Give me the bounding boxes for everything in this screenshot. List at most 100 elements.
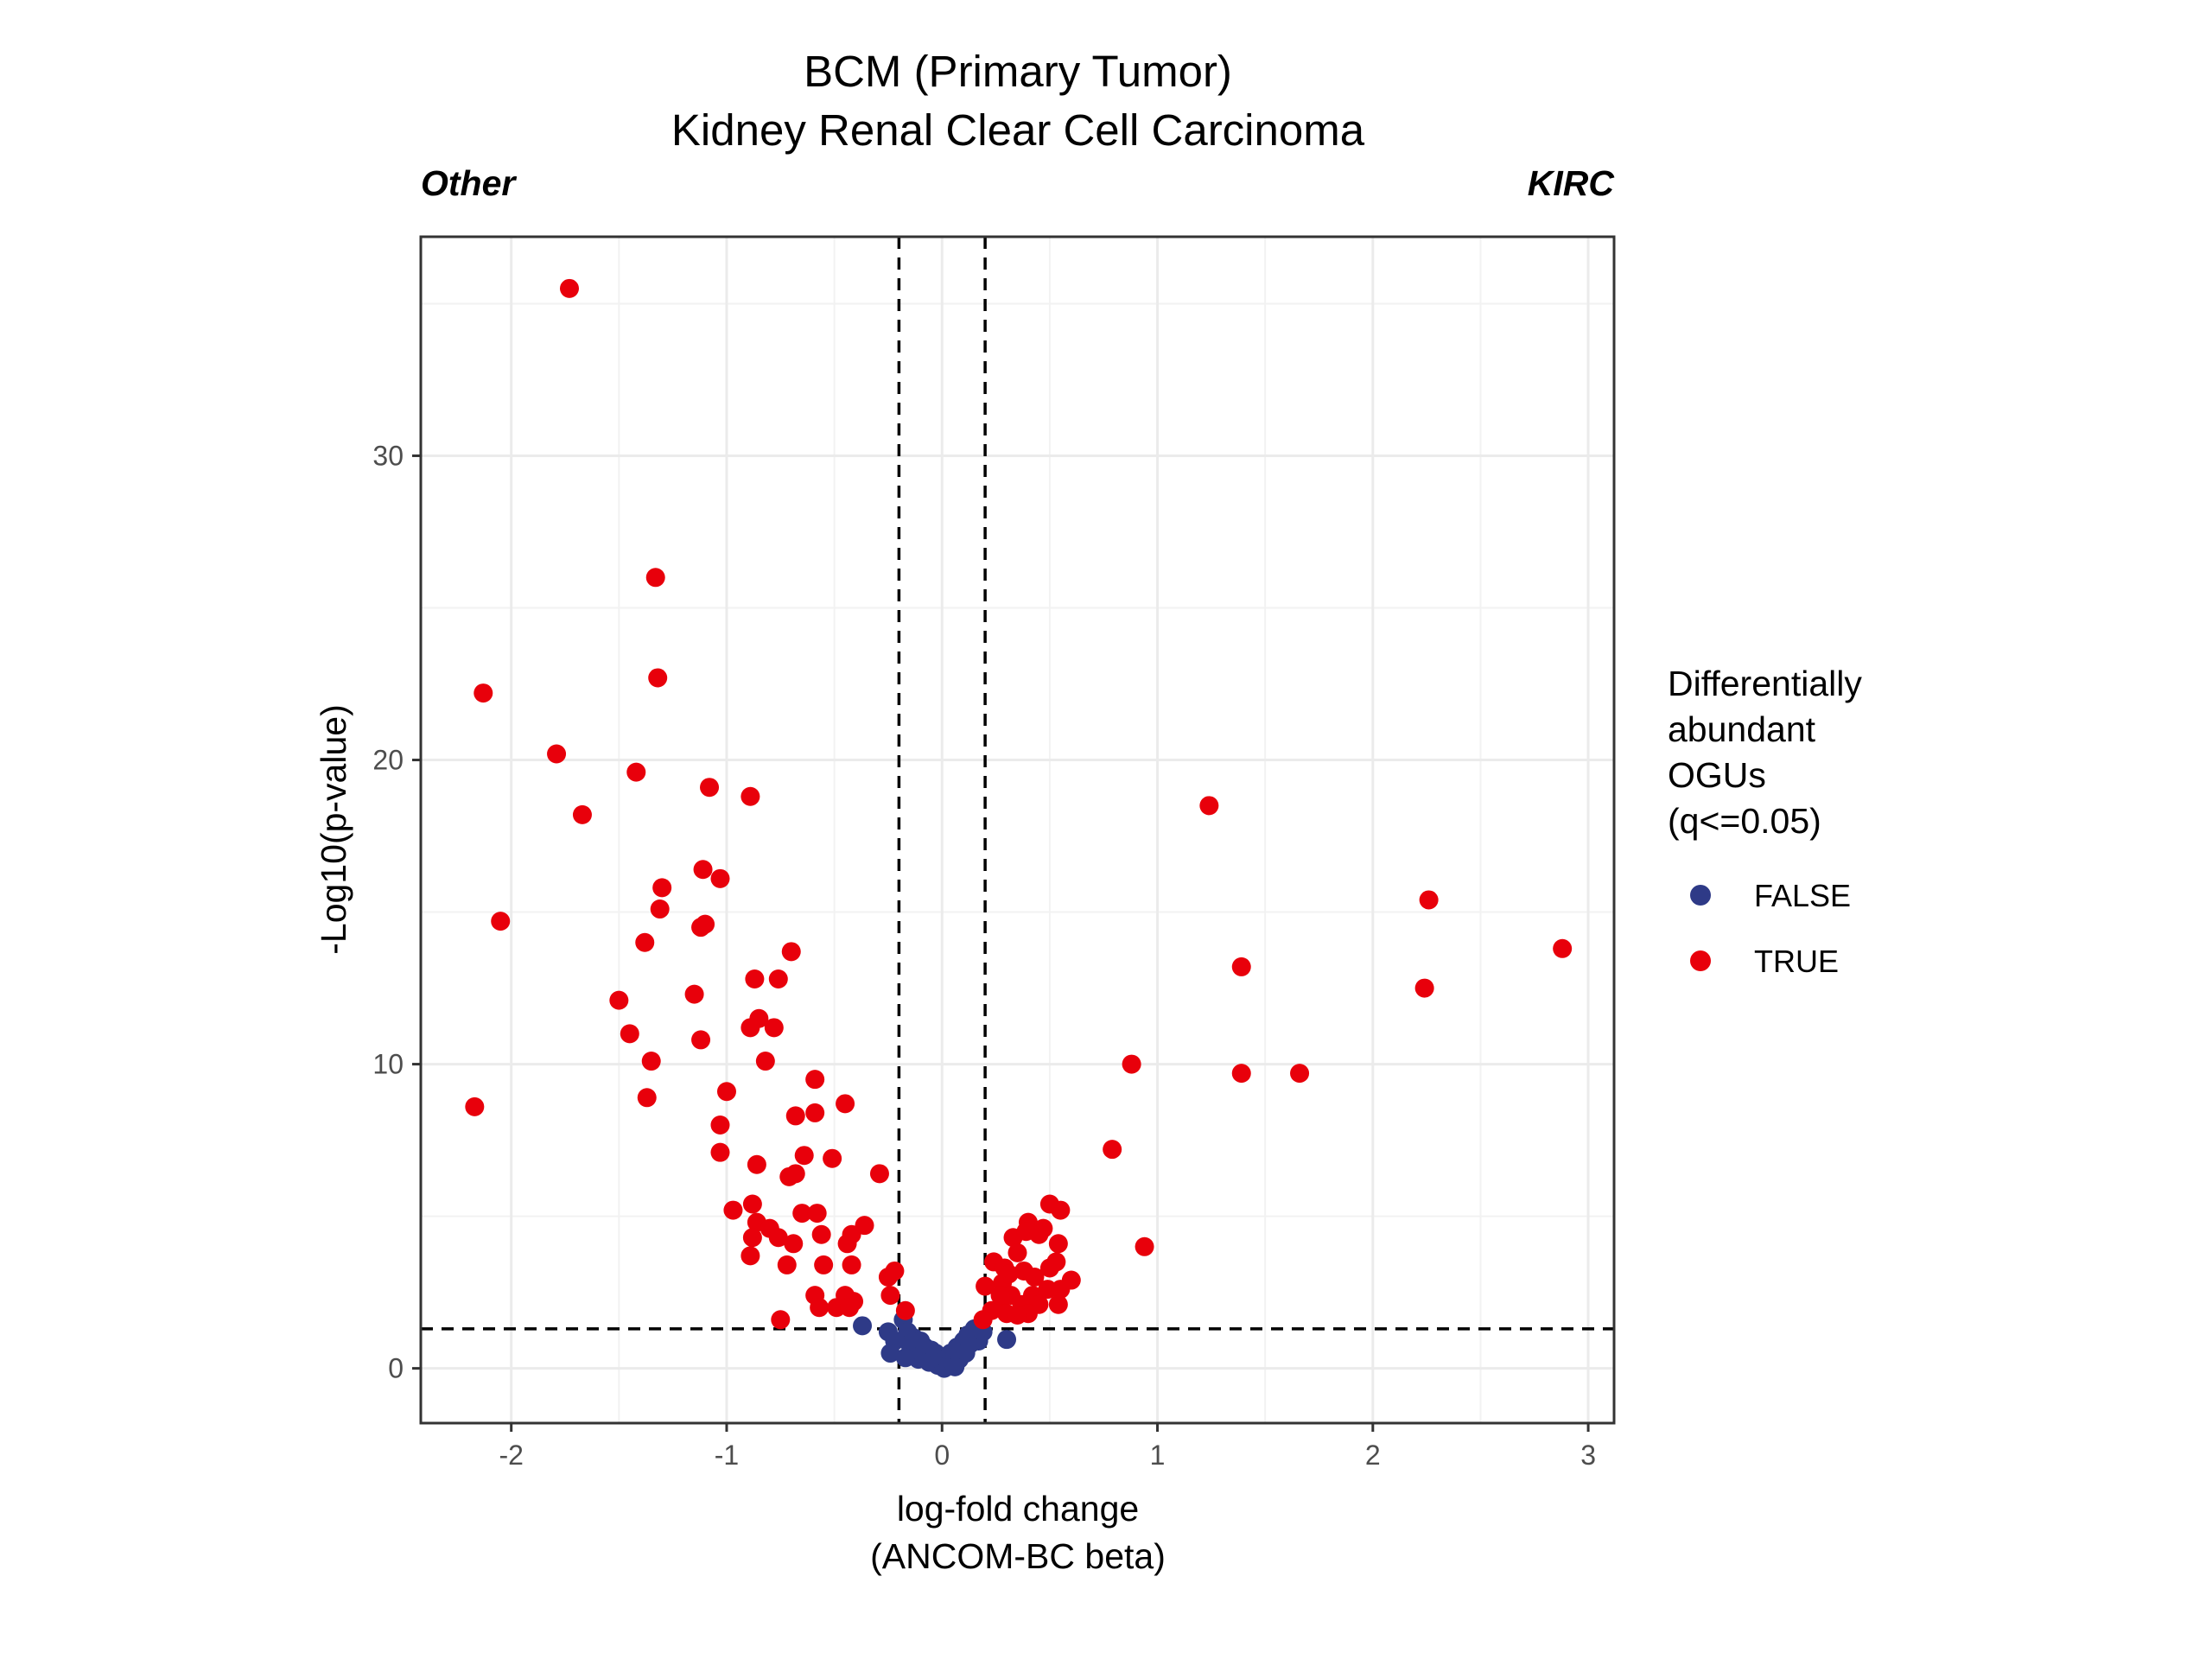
data-point-true bbox=[1007, 1306, 1027, 1325]
legend-label-true: TRUE bbox=[1754, 944, 1839, 979]
data-point-true bbox=[716, 1082, 736, 1102]
data-point-true bbox=[1103, 1140, 1122, 1160]
data-point-true bbox=[768, 969, 788, 989]
data-point-true bbox=[1051, 1280, 1071, 1300]
data-point-false bbox=[853, 1316, 873, 1336]
x-tick-label: 3 bbox=[1580, 1440, 1596, 1471]
data-point-true bbox=[784, 1234, 804, 1254]
data-points bbox=[465, 278, 1573, 1378]
data-point-true bbox=[973, 1310, 993, 1330]
plot-border bbox=[419, 235, 1616, 1425]
legend-swatch-false bbox=[1690, 885, 1711, 906]
data-point-false bbox=[945, 1357, 965, 1376]
data-point-true bbox=[785, 1164, 805, 1184]
data-point-true bbox=[741, 786, 760, 806]
data-point-true bbox=[764, 1018, 784, 1038]
data-point-true bbox=[635, 932, 655, 952]
right-group-label: KIRC bbox=[1528, 163, 1616, 203]
data-point-true bbox=[810, 1298, 830, 1318]
data-point-false bbox=[997, 1330, 1017, 1350]
reference-lines bbox=[421, 237, 1614, 1423]
legend-label-false: FALSE bbox=[1754, 878, 1851, 913]
data-point-true bbox=[710, 1142, 730, 1162]
data-point-true bbox=[745, 969, 765, 989]
data-point-true bbox=[1007, 1243, 1027, 1262]
data-point-true bbox=[1029, 1224, 1049, 1244]
data-point-true bbox=[794, 1146, 814, 1166]
data-point-true bbox=[999, 1264, 1019, 1284]
data-point-true bbox=[648, 668, 668, 688]
data-point-true bbox=[741, 1246, 760, 1266]
data-point-true bbox=[1199, 796, 1219, 816]
minor-gridlines bbox=[421, 237, 1614, 1423]
data-point-true bbox=[1048, 1294, 1068, 1314]
data-point-true bbox=[650, 899, 670, 919]
x-tick-label: -1 bbox=[715, 1440, 739, 1471]
data-point-true bbox=[1419, 890, 1439, 910]
data-point-true bbox=[805, 1103, 825, 1122]
data-point-true bbox=[823, 1148, 842, 1168]
data-point-true bbox=[1051, 1200, 1071, 1220]
y-tick-label: 30 bbox=[372, 440, 404, 471]
data-point-true bbox=[1290, 1064, 1310, 1084]
data-point-true bbox=[1414, 978, 1434, 998]
y-axis: 0 10 20 30 bbox=[372, 440, 421, 1384]
data-point-true bbox=[742, 1228, 762, 1248]
data-point-false bbox=[880, 1344, 900, 1363]
data-point-true bbox=[842, 1255, 861, 1274]
data-point-true bbox=[990, 1286, 1010, 1306]
data-point-true bbox=[976, 1276, 995, 1296]
data-point-true bbox=[755, 1052, 775, 1071]
chart-title: BCM (Primary Tumor) bbox=[804, 47, 1232, 96]
data-point-true bbox=[710, 868, 730, 888]
data-point-true bbox=[771, 1310, 791, 1330]
data-point-true bbox=[465, 1096, 485, 1116]
legend-title-line: abundant bbox=[1668, 709, 1816, 749]
data-point-true bbox=[895, 1300, 915, 1320]
data-point-true bbox=[741, 1018, 760, 1038]
data-point-true bbox=[691, 1030, 711, 1050]
legend: Differentially abundant OGUs (q<=0.05) FALSE… bbox=[1668, 664, 1862, 979]
data-point-true bbox=[814, 1255, 834, 1274]
x-axis-title-line1: log-fold change bbox=[897, 1489, 1139, 1529]
data-point-true bbox=[1046, 1252, 1066, 1272]
data-point-true bbox=[645, 568, 665, 588]
data-point-true bbox=[691, 918, 711, 938]
data-point-true bbox=[777, 1255, 797, 1274]
data-point-true bbox=[693, 860, 713, 880]
data-point-true bbox=[609, 990, 629, 1010]
data-point-true bbox=[1014, 1261, 1033, 1281]
data-point-true bbox=[781, 942, 801, 962]
data-point-true bbox=[572, 804, 592, 824]
x-axis: -2 -1 0 1 2 3 bbox=[499, 1423, 1596, 1471]
data-point-true bbox=[747, 1154, 766, 1174]
data-point-true bbox=[626, 762, 646, 782]
y-tick-label: 10 bbox=[372, 1049, 404, 1080]
data-point-true bbox=[1135, 1236, 1154, 1256]
legend-title-line: OGUs bbox=[1668, 755, 1766, 795]
data-point-true bbox=[742, 1194, 762, 1214]
data-point-true bbox=[836, 1094, 855, 1114]
data-point-true bbox=[641, 1052, 661, 1071]
x-tick-label: 0 bbox=[934, 1440, 950, 1471]
data-point-true bbox=[869, 1164, 889, 1184]
data-point-true bbox=[885, 1261, 905, 1281]
y-tick-label: 0 bbox=[388, 1353, 404, 1384]
data-point-true bbox=[880, 1286, 900, 1306]
legend-title-line: (q<=0.05) bbox=[1668, 801, 1821, 841]
data-point-true bbox=[560, 278, 580, 298]
data-point-true bbox=[637, 1088, 657, 1108]
data-point-true bbox=[1553, 938, 1573, 958]
data-point-true bbox=[840, 1298, 860, 1318]
x-tick-label: -2 bbox=[499, 1440, 523, 1471]
data-point-true bbox=[723, 1200, 743, 1220]
data-point-true bbox=[1231, 957, 1251, 976]
data-point-true bbox=[652, 878, 672, 898]
data-point-true bbox=[684, 984, 704, 1004]
legend-title-line: Differentially bbox=[1668, 664, 1862, 703]
data-point-true bbox=[474, 683, 493, 703]
data-point-true bbox=[768, 1228, 788, 1248]
data-point-true bbox=[837, 1234, 857, 1254]
data-point-true bbox=[1048, 1234, 1068, 1254]
